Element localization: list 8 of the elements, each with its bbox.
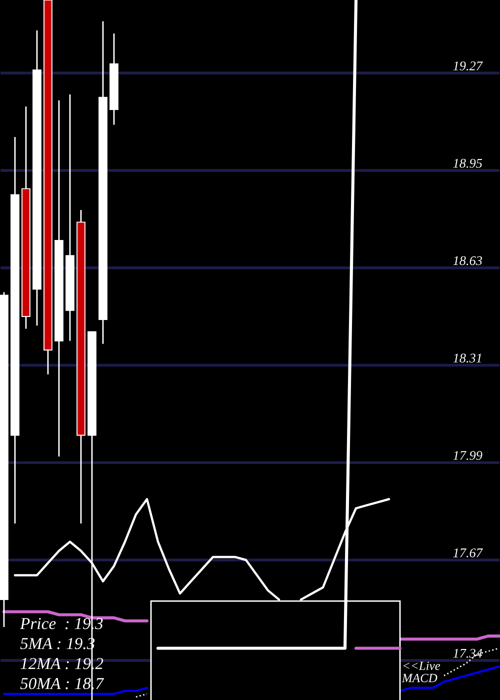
y-tick-label: 17.34 xyxy=(453,648,482,658)
y-tick-label: 17.99 xyxy=(453,451,482,460)
y-tick-label: 18.95 xyxy=(453,158,482,168)
y-tick-label: 17.67 xyxy=(453,548,483,558)
y-tick-label: 19.27 xyxy=(453,61,483,70)
annotation: <<Live MACD xyxy=(402,662,440,682)
y-tick-label: 18.31 xyxy=(453,354,482,363)
y-tick-label: 18.63 xyxy=(453,256,482,266)
